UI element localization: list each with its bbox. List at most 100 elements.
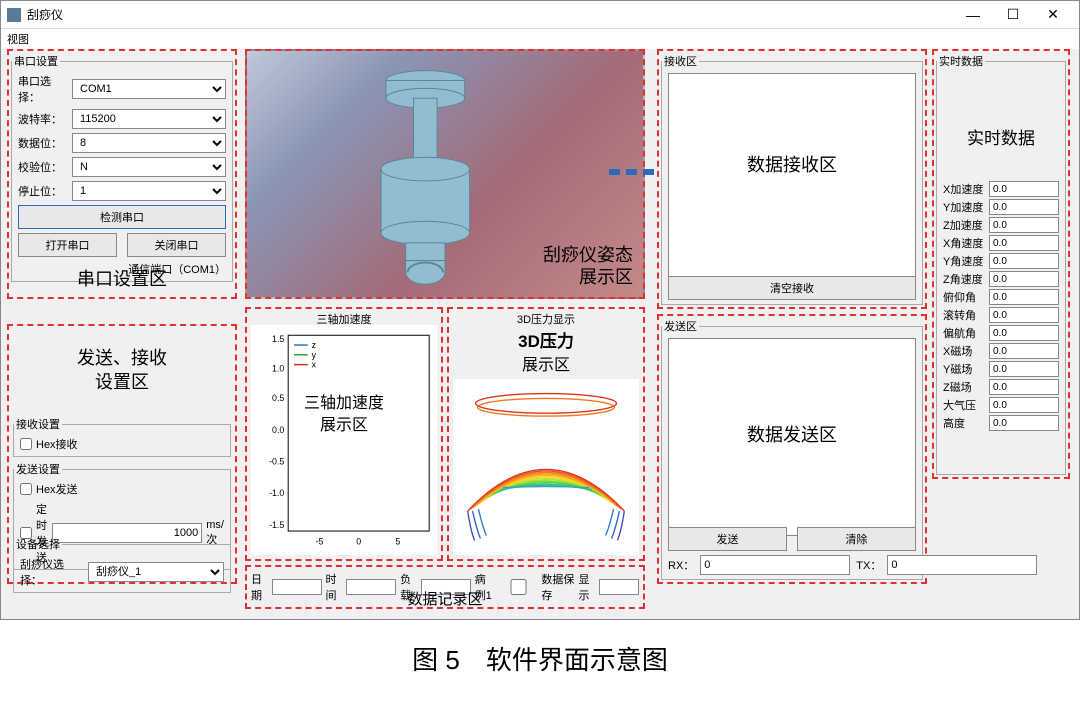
minimize-button[interactable]: — <box>953 1 993 29</box>
hex-send-checkbox[interactable] <box>20 483 32 495</box>
serial-legend: 串口设置 <box>12 53 60 69</box>
tx-label: TX： <box>856 557 881 573</box>
baud-select[interactable]: 115200 <box>72 109 226 129</box>
svg-text:z: z <box>312 340 316 350</box>
rt-value <box>989 325 1059 341</box>
parity-label: 校验位： <box>18 159 66 175</box>
device-select[interactable]: 刮痧仪_1 <box>88 562 224 582</box>
rt-label: Y角速度 <box>943 253 985 269</box>
save-checkbox[interactable] <box>500 579 538 595</box>
svg-text:y: y <box>312 350 317 360</box>
send-fieldset: 发送区 发送 清除 RX： TX： <box>661 318 923 580</box>
send-button[interactable]: 发送 <box>668 527 787 551</box>
rt-label: 偏航角 <box>943 325 985 341</box>
rt-label: 俯仰角 <box>943 289 985 305</box>
recv-textarea[interactable] <box>668 73 916 283</box>
svg-text:0.5: 0.5 <box>272 393 284 403</box>
rt-label: X加速度 <box>943 181 985 197</box>
hex-send-label: Hex发送 <box>36 481 78 497</box>
hex-recv-checkbox[interactable] <box>20 438 32 450</box>
show-label: 显示 <box>578 571 595 603</box>
clear-send-button[interactable]: 清除 <box>797 527 916 551</box>
rt-field: 俯仰角 <box>943 289 1059 305</box>
svg-text:0: 0 <box>356 537 361 547</box>
menu-view[interactable]: 视图 <box>7 34 29 46</box>
stop-select[interactable]: 1 <box>72 181 226 201</box>
case-label: 病例1 <box>475 571 496 603</box>
sendrecv-region: 发送、接收 设置区 接收设置 Hex接收 发送设置 Hex发送 定时发送 ms/… <box>7 324 237 584</box>
stop-label: 停止位： <box>18 183 66 199</box>
open-port-button[interactable]: 打开串口 <box>18 233 117 257</box>
recv-settings-fieldset: 接收设置 Hex接收 <box>13 416 231 457</box>
comm-info: 通信端口（COM1） <box>128 261 226 277</box>
svg-text:x: x <box>312 360 317 370</box>
date-input[interactable] <box>272 579 322 595</box>
show-input[interactable] <box>599 579 639 595</box>
rt-field: X加速度 <box>943 181 1059 197</box>
rt-field: 滚转角 <box>943 307 1059 323</box>
rx-value <box>700 555 850 575</box>
accel-region: 三轴加速度 z y x 1.51.00.5 0.0-0.5-1.0-1.5 -5… <box>245 307 443 561</box>
app-window: 刮痧仪 — ☐ ✕ 视图 串口设置 串口选择： COM1 波特率： 115200 数… <box>0 0 1080 620</box>
realtime-fieldset: 实时数据 实时数据 X加速度Y加速度Z加速度X角速度Y角速度Z角速度俯仰角滚转角… <box>936 53 1066 475</box>
rt-field: Z加速度 <box>943 217 1059 233</box>
pressure-label2: 展示区 <box>449 351 643 375</box>
recv-legend: 接收区 <box>662 53 699 69</box>
close-port-button[interactable]: 关闭串口 <box>127 233 226 257</box>
parity-select[interactable]: N <box>72 157 226 177</box>
maximize-button[interactable]: ☐ <box>993 1 1033 29</box>
data-select[interactable]: 8 <box>72 133 226 153</box>
save-label: 数据保存 <box>541 571 574 603</box>
recv-settings-legend: 接收设置 <box>14 416 62 432</box>
rt-value <box>989 289 1059 305</box>
rt-value <box>989 253 1059 269</box>
recv-region: 接收区 清空接收 数据接收区 <box>657 49 927 309</box>
realtime-legend: 实时数据 <box>937 53 985 69</box>
detect-port-button[interactable]: 检测串口 <box>18 205 226 229</box>
device-fieldset: 设备选择 刮痧仪选择： 刮痧仪_1 <box>13 536 231 593</box>
record-region: 日期 时间 负载 病例1 数据保存 显示 数据记录区 <box>245 565 645 609</box>
rt-value <box>989 217 1059 233</box>
rt-value <box>989 199 1059 215</box>
rt-label: 高度 <box>943 415 985 431</box>
rt-value <box>989 397 1059 413</box>
attitude-view: 刮痧仪姿态 展示区 <box>245 49 645 299</box>
rt-label: X磁场 <box>943 343 985 359</box>
rt-field: Y加速度 <box>943 199 1059 215</box>
content-area: 串口设置 串口选择： COM1 波特率： 115200 数据位： 8 校验位： N 停止… <box>7 49 1073 613</box>
svg-text:1.5: 1.5 <box>272 334 284 344</box>
accel-chart: z y x 1.51.00.5 0.0-0.5-1.0-1.5 -505 <box>251 325 437 555</box>
app-icon <box>7 8 21 22</box>
port-label: 串口选择： <box>18 73 66 105</box>
rt-field: Y磁场 <box>943 361 1059 377</box>
clear-recv-button[interactable]: 清空接收 <box>668 276 916 300</box>
rt-field: X磁场 <box>943 343 1059 359</box>
time-input[interactable] <box>346 579 396 595</box>
svg-text:5: 5 <box>395 537 400 547</box>
rt-value <box>989 379 1059 395</box>
close-button[interactable]: ✕ <box>1033 1 1073 29</box>
send-textarea[interactable] <box>668 338 916 536</box>
rt-field: 大气压 <box>943 397 1059 413</box>
rt-field: Z角速度 <box>943 271 1059 287</box>
rt-value <box>989 181 1059 197</box>
rt-value <box>989 343 1059 359</box>
recv-fieldset: 接收区 清空接收 <box>661 53 923 305</box>
window-title: 刮痧仪 <box>27 6 953 23</box>
svg-text:-1.5: -1.5 <box>269 520 284 530</box>
device-label: 刮痧仪选择： <box>20 556 82 588</box>
send-settings-legend: 发送设置 <box>14 461 62 477</box>
port-select[interactable]: COM1 <box>72 79 226 99</box>
realtime-region: 实时数据 实时数据 X加速度Y加速度Z加速度X角速度Y角速度Z角速度俯仰角滚转角… <box>932 49 1070 479</box>
device-legend: 设备选择 <box>14 536 62 552</box>
menubar: 视图 <box>1 29 1079 49</box>
data-label: 数据位： <box>18 135 66 151</box>
load-input[interactable] <box>421 579 471 595</box>
svg-text:0.0: 0.0 <box>272 425 284 435</box>
load-label: 负载 <box>400 571 417 603</box>
svg-text:-0.5: -0.5 <box>269 456 284 466</box>
rt-value <box>989 361 1059 377</box>
rt-field: Y角速度 <box>943 253 1059 269</box>
rt-value <box>989 235 1059 251</box>
baud-label: 波特率： <box>18 111 66 127</box>
